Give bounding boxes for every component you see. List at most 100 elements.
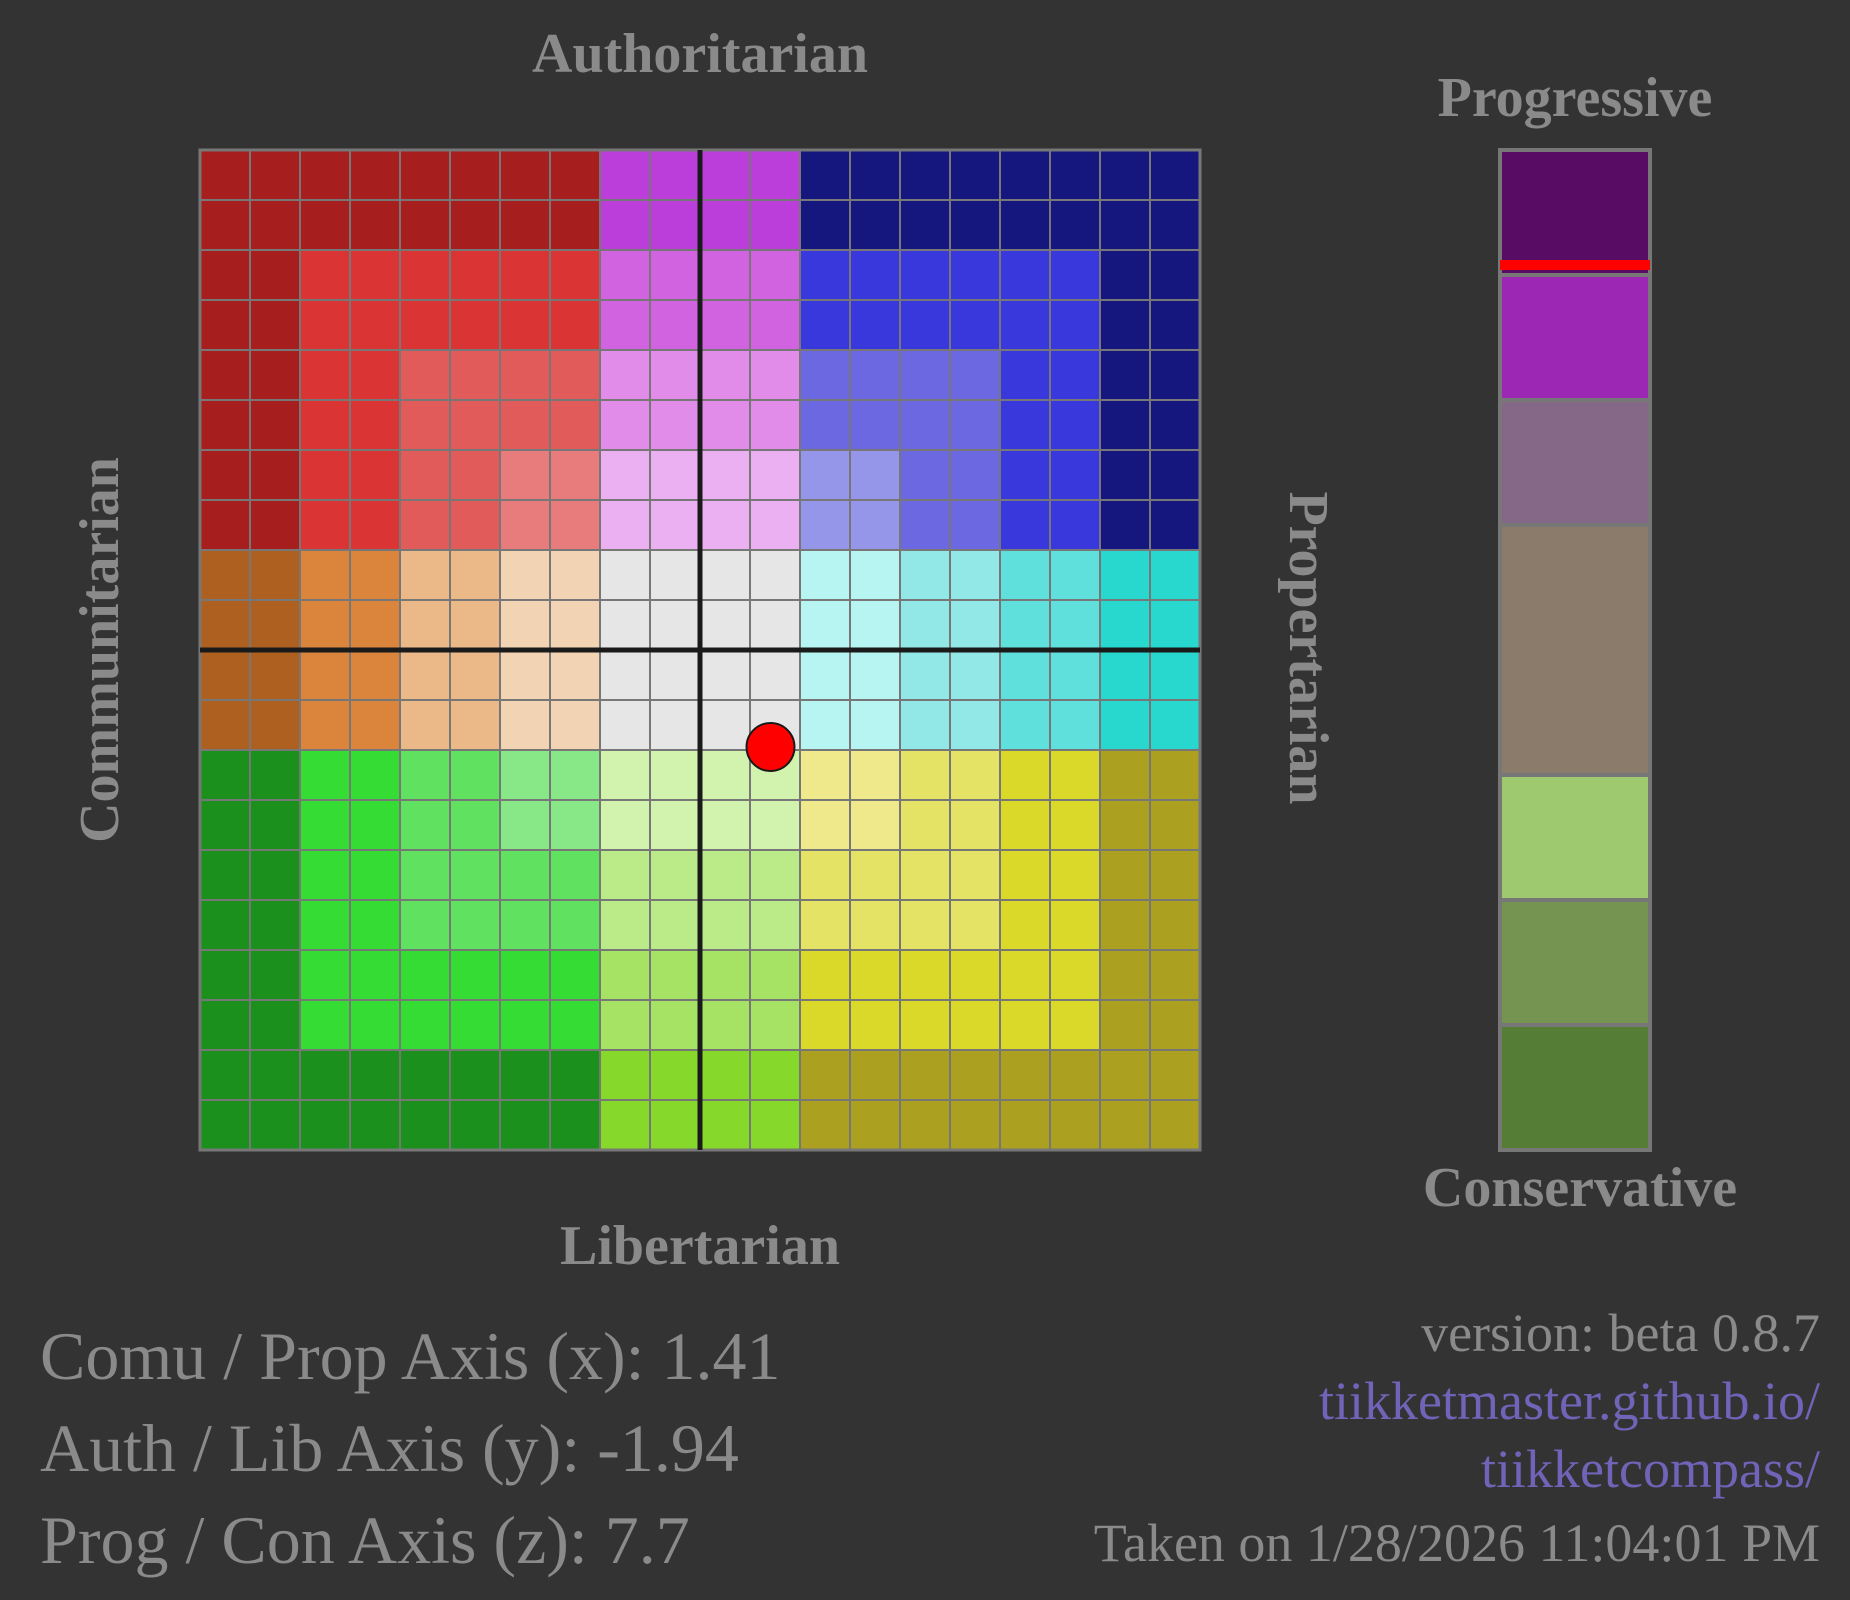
grid-cell bbox=[199, 199, 251, 251]
grid-cell bbox=[199, 799, 251, 851]
grid-cell bbox=[499, 999, 551, 1051]
grid-cell bbox=[499, 799, 551, 851]
grid-cell bbox=[1149, 549, 1201, 601]
grid-cell bbox=[699, 599, 751, 651]
grid-cell bbox=[1149, 449, 1201, 501]
z-scale-segment bbox=[1498, 773, 1652, 902]
grid-cell bbox=[399, 299, 451, 351]
grid-cell bbox=[399, 599, 451, 651]
grid-cell bbox=[199, 549, 251, 601]
grid-cell bbox=[749, 849, 801, 901]
grid-cell bbox=[649, 999, 701, 1051]
grid-cell bbox=[299, 1049, 351, 1101]
grid-cell bbox=[449, 149, 501, 201]
grid-cell bbox=[549, 599, 601, 651]
grid-cell bbox=[299, 1099, 351, 1151]
grid-cell bbox=[549, 799, 601, 851]
grid-cell bbox=[899, 799, 951, 851]
grid-cell bbox=[299, 649, 351, 701]
grid-cell bbox=[699, 749, 751, 801]
grid-cell bbox=[799, 599, 851, 651]
grid-cell bbox=[249, 149, 301, 201]
grid-cell bbox=[949, 499, 1001, 551]
grid-cell bbox=[499, 699, 551, 751]
site-link-line1[interactable]: tiikketmaster.github.io/ bbox=[1319, 1371, 1820, 1431]
grid-cell bbox=[699, 1049, 751, 1101]
grid-cell bbox=[899, 1049, 951, 1101]
grid-cell bbox=[899, 299, 951, 351]
grid-cell bbox=[1049, 799, 1101, 851]
grid-cell bbox=[499, 249, 551, 301]
grid-cell bbox=[1049, 199, 1101, 251]
grid-cell bbox=[249, 749, 301, 801]
grid-cell bbox=[349, 899, 401, 951]
grid-cell bbox=[699, 799, 751, 851]
grid-cell bbox=[399, 149, 451, 201]
grid-cell bbox=[699, 199, 751, 251]
grid-cell bbox=[399, 249, 451, 301]
grid-cell bbox=[249, 249, 301, 301]
grid-cell bbox=[949, 449, 1001, 501]
grid-cell bbox=[849, 749, 901, 801]
grid-cell bbox=[949, 249, 1001, 301]
grid-cell bbox=[199, 299, 251, 351]
grid-cell bbox=[1049, 299, 1101, 351]
grid-cell bbox=[849, 299, 901, 351]
grid-cell bbox=[599, 249, 651, 301]
grid-cell bbox=[649, 149, 701, 201]
site-link-line2[interactable]: tiikketcompass/ bbox=[1481, 1439, 1820, 1499]
grid-cell bbox=[649, 299, 701, 351]
grid-cell bbox=[949, 399, 1001, 451]
z-scale-segment bbox=[1498, 523, 1652, 777]
z-scale-segment bbox=[1498, 1023, 1652, 1152]
grid-cell bbox=[299, 149, 351, 201]
grid-cell bbox=[999, 349, 1051, 401]
axis-label-conservative: Conservative bbox=[1422, 1157, 1738, 1219]
grid-cell bbox=[599, 399, 651, 451]
grid-cell bbox=[399, 1049, 451, 1101]
grid-cell bbox=[649, 649, 701, 701]
grid-cell bbox=[949, 1049, 1001, 1101]
grid-cell bbox=[899, 199, 951, 251]
grid-cell bbox=[499, 1099, 551, 1151]
grid-cell bbox=[599, 299, 651, 351]
grid-cell bbox=[449, 549, 501, 601]
grid-cell bbox=[999, 1049, 1051, 1101]
grid-cell bbox=[549, 849, 601, 901]
grid-cell bbox=[1149, 599, 1201, 651]
grid-cell bbox=[499, 399, 551, 451]
grid-cell bbox=[699, 449, 751, 501]
grid-cell bbox=[499, 449, 551, 501]
grid-cell bbox=[249, 499, 301, 551]
grid-cell bbox=[499, 149, 551, 201]
grid-cell bbox=[1049, 149, 1101, 201]
grid-cell bbox=[1149, 199, 1201, 251]
grid-cell bbox=[249, 549, 301, 601]
grid-cell bbox=[349, 199, 401, 251]
grid-cell bbox=[799, 699, 851, 751]
grid-cell bbox=[399, 999, 451, 1051]
grid-cell bbox=[1049, 1049, 1101, 1101]
grid-cell bbox=[1099, 699, 1151, 751]
grid-cell bbox=[649, 399, 701, 451]
grid-cell bbox=[699, 649, 751, 701]
grid-cell bbox=[249, 449, 301, 501]
grid-cell bbox=[1149, 699, 1201, 751]
grid-cell bbox=[249, 949, 301, 1001]
grid-cell bbox=[1099, 549, 1151, 601]
grid-cell bbox=[649, 599, 701, 651]
grid-cell bbox=[1099, 499, 1151, 551]
grid-cell bbox=[649, 199, 701, 251]
grid-cell bbox=[649, 699, 701, 751]
grid-cell bbox=[549, 649, 601, 701]
grid-cell bbox=[699, 949, 751, 1001]
grid-cell bbox=[749, 499, 801, 551]
grid-cell bbox=[399, 949, 451, 1001]
grid-cell bbox=[199, 999, 251, 1051]
grid-cell bbox=[249, 349, 301, 401]
grid-cell bbox=[499, 299, 551, 351]
grid-cell bbox=[999, 699, 1051, 751]
grid-cell bbox=[549, 749, 601, 801]
y-axis-score: Auth / Lib Axis (y): -1.94 bbox=[40, 1410, 739, 1486]
